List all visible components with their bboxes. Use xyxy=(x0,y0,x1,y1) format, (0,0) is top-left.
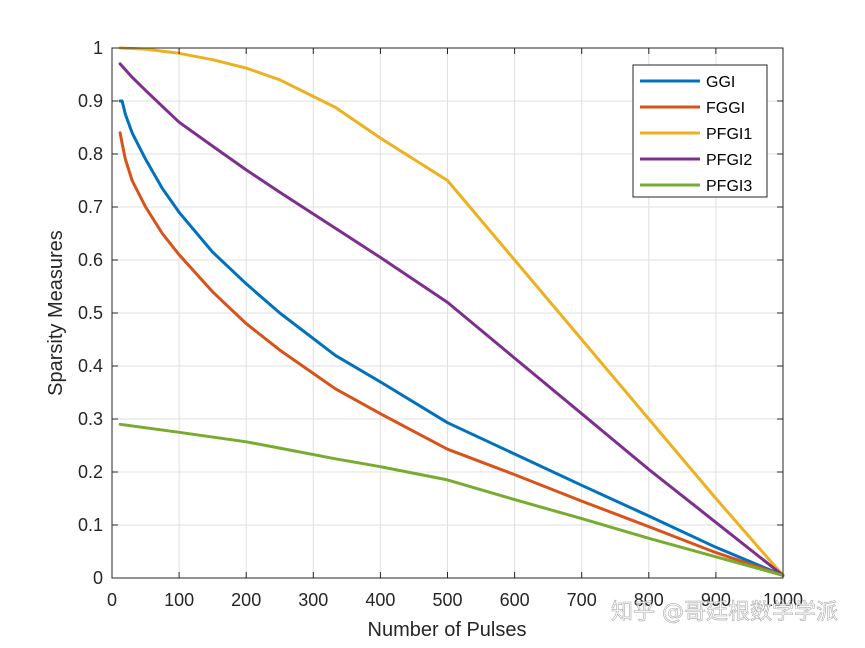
x-tick-label: 800 xyxy=(634,590,664,610)
x-tick-labels: 0 100 200 300 400 500 600 700 800 900 1000 xyxy=(107,590,803,610)
y-tick-label: 0.9 xyxy=(78,91,103,111)
y-tick-label: 0.2 xyxy=(78,462,103,482)
x-tick-label: 400 xyxy=(365,590,395,610)
legend-label-pfgi3: PFGI3 xyxy=(706,178,752,195)
series-line-pfgi2 xyxy=(118,62,785,577)
x-tick-label: 100 xyxy=(164,590,194,610)
x-tick-label: 300 xyxy=(298,590,328,610)
legend-box xyxy=(632,64,768,198)
y-axis-label: Sparsity Measures xyxy=(45,230,67,396)
legend-label-ggi: GGI xyxy=(706,74,735,91)
x-tick-label: 0 xyxy=(107,590,117,610)
x-tick-label: 200 xyxy=(231,590,261,610)
y-tick-label: 0 xyxy=(93,568,103,588)
legend: GGI FGGI PFGI1 PFGI2 PFGI3 xyxy=(632,64,768,198)
x-tick-label: 1000 xyxy=(763,590,803,610)
series-group xyxy=(118,46,785,577)
y-tick-label: 1 xyxy=(93,38,103,58)
x-tick-label: 600 xyxy=(500,590,530,610)
y-tick-labels: 0 0.1 0.2 0.3 0.4 0.5 0.6 0.7 0.8 0.9 1 xyxy=(78,38,103,588)
series-line-fggi xyxy=(118,131,785,577)
legend-label-pfgi2: PFGI2 xyxy=(706,152,752,169)
x-tick-label: 900 xyxy=(701,590,731,610)
y-tick-label: 0.4 xyxy=(78,356,103,376)
ticks xyxy=(111,47,784,579)
y-tick-label: 0.3 xyxy=(78,409,103,429)
legend-label-pfgi1: PFGI1 xyxy=(706,126,752,143)
x-axis-label: Number of Pulses xyxy=(368,619,527,641)
legend-label-fggi: FGGI xyxy=(706,100,745,117)
y-tick-label: 0.8 xyxy=(78,144,103,164)
x-tick-label: 500 xyxy=(432,590,462,610)
y-tick-label: 0.1 xyxy=(78,515,103,535)
series-line-pfgi1 xyxy=(118,46,785,577)
y-tick-label: 0.6 xyxy=(78,250,103,270)
y-tick-label: 0.5 xyxy=(78,303,103,323)
series-line-pfgi3 xyxy=(118,422,785,577)
series-line-ggi xyxy=(118,99,785,577)
watermark-text: 知乎 @哥廷根数学学派 xyxy=(611,600,838,625)
x-tick-label: 700 xyxy=(567,590,597,610)
y-tick-label: 0.7 xyxy=(78,197,103,217)
